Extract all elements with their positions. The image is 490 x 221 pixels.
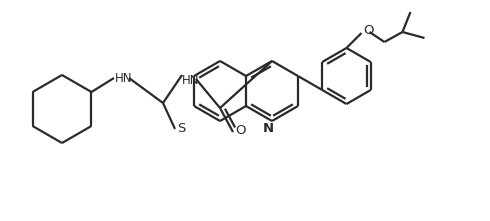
Text: HN: HN	[182, 74, 199, 88]
Text: S: S	[177, 122, 185, 135]
Text: N: N	[263, 122, 273, 135]
Text: O: O	[235, 124, 245, 137]
Text: O: O	[364, 25, 374, 38]
Text: HN: HN	[115, 72, 132, 86]
